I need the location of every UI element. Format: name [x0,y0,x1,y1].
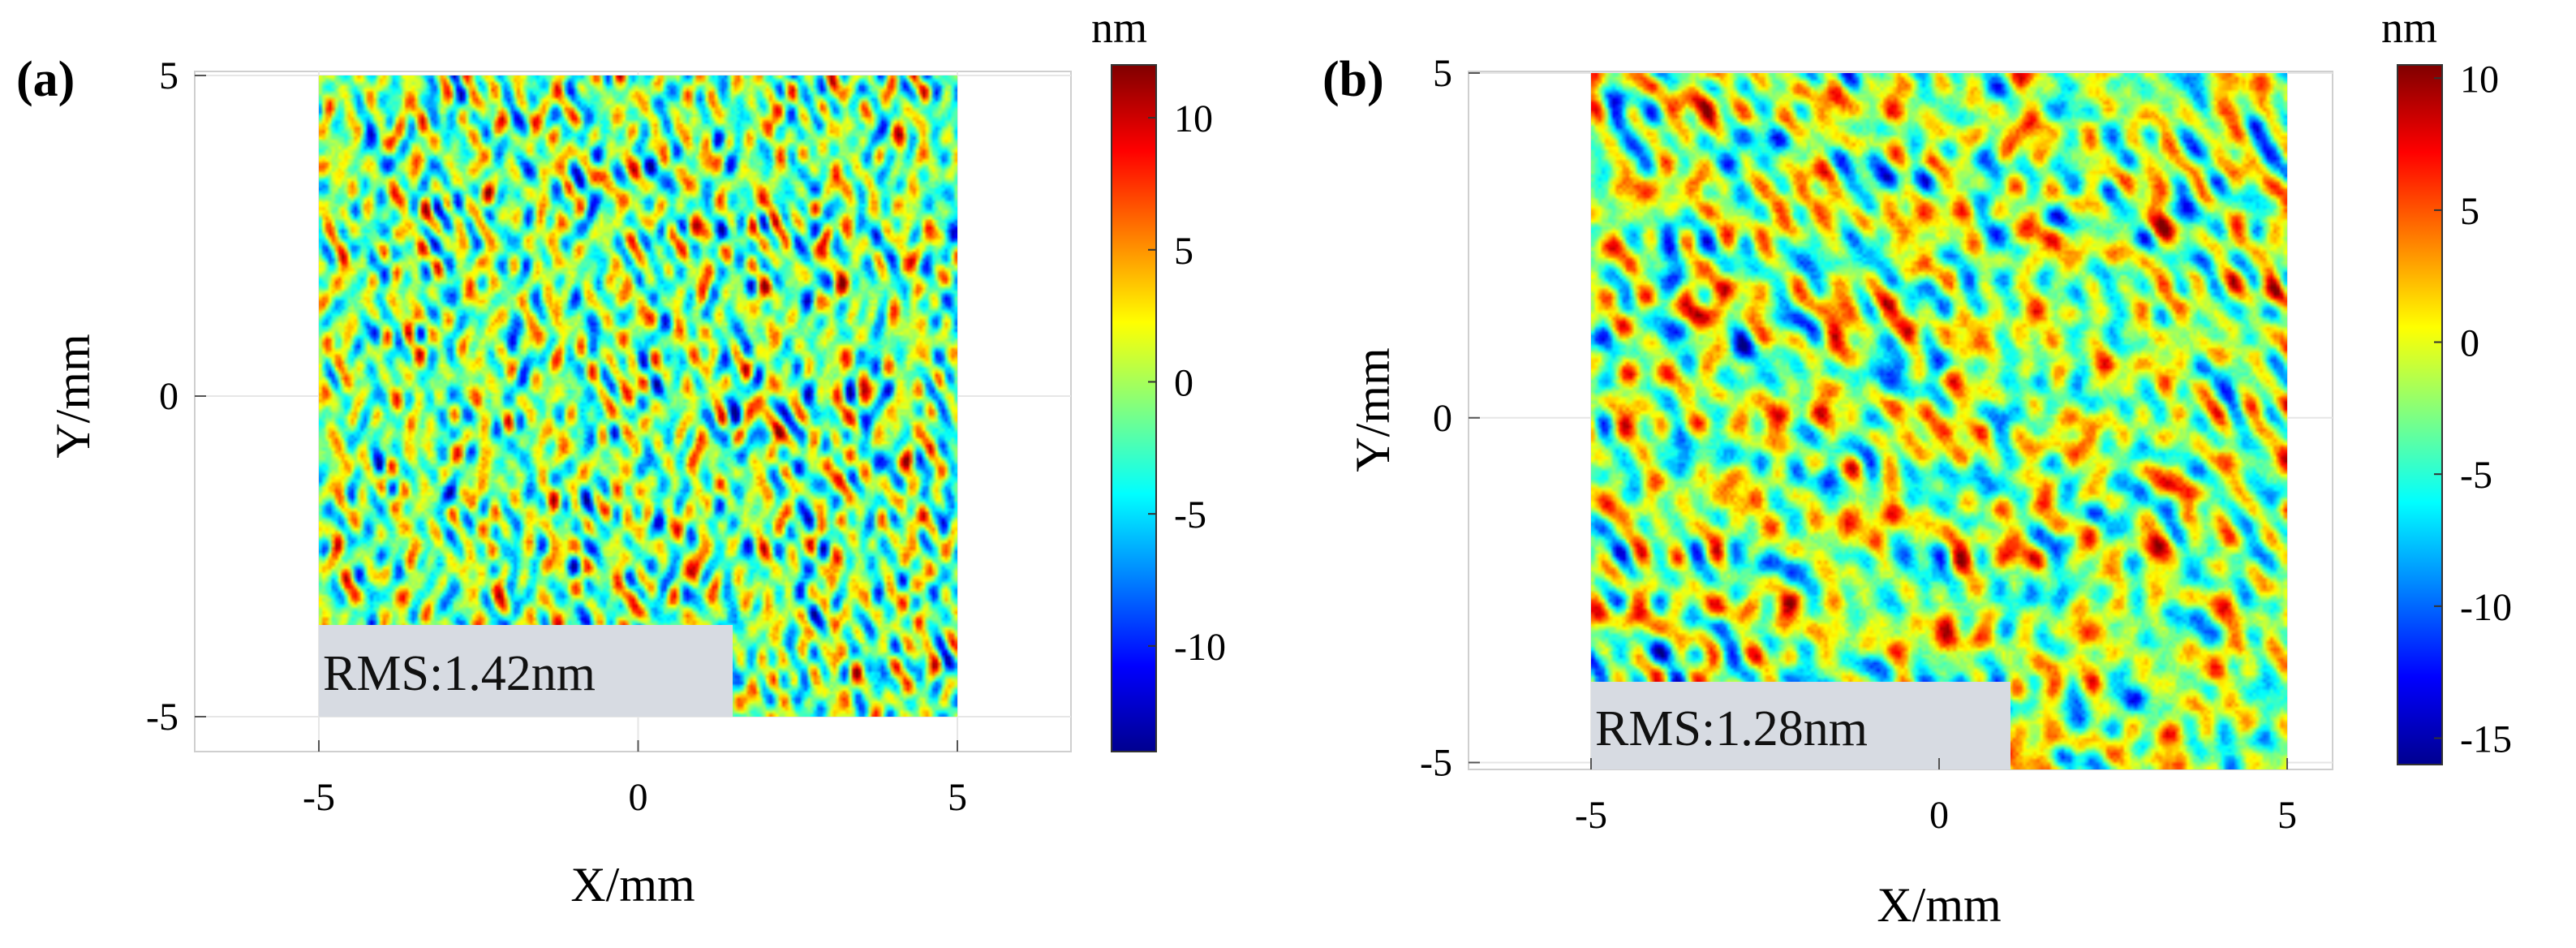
x-tick-label: 5 [948,776,967,819]
x-tick-label: 5 [2277,794,2297,837]
ticks-b: -5 0 5 -5 0 5 [1420,52,2297,837]
y-tick-label: 0 [159,375,178,418]
panel-b: (b) RMS:1.28nm -5 0 5 -5 0 5 X/mm Y/mm nm 10 5… [1322,3,2512,932]
colorbar-a [1111,64,1157,752]
y-tick-label: 5 [1433,52,1452,95]
y-tick-label: -5 [1420,742,1452,785]
colorbar-tick-label: -10 [2460,586,2512,629]
colorbar-ticks-a: 10 5 0 -5 -10 [1148,97,1226,669]
x-tick-label: -5 [303,776,335,819]
panel-label-a: (a) [16,52,75,107]
colorbar-tick-label: 10 [2460,58,2499,101]
colorbar-ticks-b: 10 5 0 -5 -10 -15 [2434,58,2512,761]
colorbar-tick-label: -5 [2460,454,2492,497]
rms-box-b [1591,682,2010,769]
colorbar-tick-label: 0 [2460,322,2479,365]
ylabel-b: Y/mm [1346,347,1400,472]
colorbar-tick-label: 5 [2460,190,2479,233]
xlabel-a: X/mm [570,858,695,911]
colorbar-tick-label: -5 [1174,493,1206,536]
rms-label-b: RMS:1.28nm [1595,701,1868,756]
colorbar-tick-label: 10 [1174,97,1213,140]
colorbar-tick-label: -15 [2460,717,2512,761]
colorbar-tick-label: 5 [1174,230,1193,273]
y-tick-label: 5 [159,54,178,97]
panel-a: (a) RMS:1.42nm -5 0 5 -5 0 5 X/mm Y/mm nm 10 5… [16,3,1226,911]
xlabel-b: X/mm [1877,878,2001,932]
y-tick-label: -5 [146,696,178,739]
panel-label-b: (b) [1322,52,1384,107]
colorbar-unit-b: nm [2381,3,2437,52]
surface-map-a [319,75,957,717]
y-tick-label: 0 [1433,397,1452,440]
x-tick-label: 0 [1929,794,1949,837]
rms-label-a: RMS:1.42nm [323,646,596,701]
surface-map-b [1591,73,2287,769]
colorbar-tick-label: -10 [1174,626,1226,669]
colorbar-b [2397,64,2443,765]
rms-box-a [319,625,733,717]
colorbar-tick-label: 0 [1174,361,1193,404]
x-tick-label: -5 [1575,794,1607,837]
x-tick-label: 0 [629,776,648,819]
ylabel-a: Y/mm [46,334,100,458]
colorbar-unit-a: nm [1091,3,1147,52]
ticks-a: -5 0 5 -5 0 5 [146,54,967,819]
